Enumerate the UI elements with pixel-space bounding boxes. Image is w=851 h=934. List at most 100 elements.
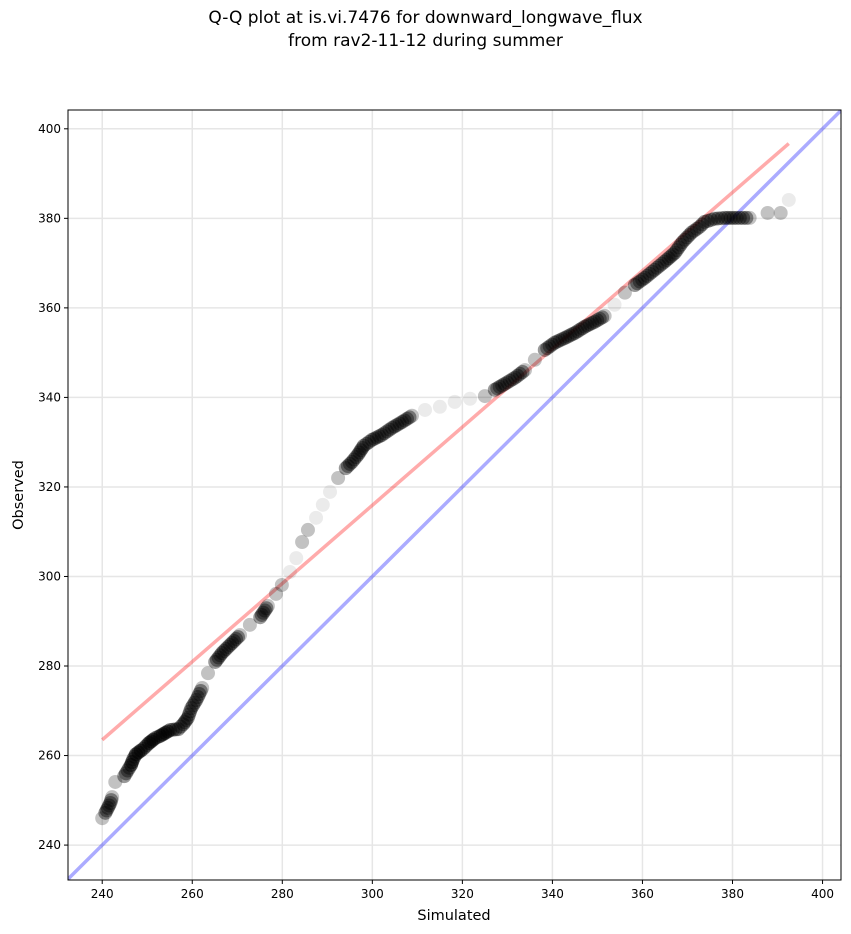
data-point [695, 217, 710, 232]
data-point [257, 603, 272, 618]
data-point [181, 707, 196, 722]
data-point [189, 693, 204, 708]
data-point [570, 324, 585, 339]
y-tick-label: 360 [38, 301, 61, 315]
data-point [390, 417, 405, 432]
data-point [103, 796, 118, 810]
data-point [163, 723, 178, 738]
data-point [582, 317, 597, 332]
data-point [418, 402, 433, 417]
x-tick-label: 260 [181, 887, 204, 901]
data-point [348, 450, 363, 465]
data-point [760, 205, 775, 220]
data-point [98, 805, 113, 820]
data-point [497, 376, 512, 391]
data-point [195, 680, 210, 695]
data-point [505, 372, 520, 387]
y-axis-label: Observed [11, 460, 27, 530]
data-point [565, 327, 580, 342]
data-point [95, 811, 110, 826]
data-point [487, 382, 502, 397]
y-tick-label: 300 [38, 569, 61, 583]
data-point [173, 719, 188, 734]
data-point [177, 715, 192, 730]
data-point [642, 266, 657, 281]
data-point [225, 636, 240, 651]
data-point [404, 408, 419, 423]
data-point [355, 440, 370, 455]
data-point [232, 628, 247, 643]
data-point [617, 285, 632, 300]
data-point [100, 800, 115, 815]
data-point [773, 205, 788, 220]
data-point [550, 334, 565, 349]
data-point [227, 634, 242, 649]
data-point [692, 219, 707, 234]
data-point [209, 652, 224, 667]
data-point [300, 522, 315, 537]
data-point [680, 230, 695, 245]
data-point [720, 210, 735, 225]
data-point [295, 535, 310, 550]
data-point [490, 381, 505, 396]
data-point [397, 413, 412, 428]
data-point [221, 639, 236, 654]
data-point [665, 247, 680, 262]
data-point [256, 605, 271, 620]
data-point [342, 456, 357, 471]
y-tick-label: 320 [38, 480, 61, 494]
data-point [379, 424, 394, 439]
data-point [697, 214, 712, 229]
data-point [572, 322, 587, 337]
data-point [183, 704, 198, 719]
data-point [645, 264, 660, 279]
data-point [362, 434, 377, 449]
data-point [732, 210, 747, 225]
data-point [208, 654, 223, 669]
chart-title-line1: Q-Q plot at is.vi.7476 for downward_long… [208, 8, 643, 28]
data-point [168, 722, 183, 737]
data-point [655, 256, 670, 271]
data-point [477, 389, 492, 404]
data-point [558, 330, 573, 345]
data-point [345, 454, 360, 469]
data-point [684, 225, 699, 240]
data-point [513, 366, 528, 381]
x-tick-label: 280 [271, 887, 294, 901]
data-point [395, 415, 410, 430]
data-point [102, 798, 117, 813]
data-point [282, 565, 297, 579]
data-point [352, 445, 367, 460]
data-point [667, 245, 682, 260]
data-point [689, 221, 704, 236]
data-point [682, 228, 697, 243]
data-point [253, 610, 268, 625]
data-point [707, 211, 722, 226]
data-point [105, 790, 120, 805]
data-point [340, 459, 355, 474]
data-point [595, 310, 610, 325]
data-point [219, 642, 234, 656]
data-point [607, 297, 622, 312]
data-point [640, 268, 655, 283]
data-point [369, 430, 384, 445]
data-point [675, 235, 690, 250]
data-point [400, 411, 415, 426]
data-point [515, 365, 530, 380]
data-point [704, 212, 719, 227]
data-point [510, 368, 525, 383]
data-point [729, 210, 744, 225]
data-point [192, 686, 207, 701]
x-tick-label: 320 [451, 887, 474, 901]
data-point [590, 313, 605, 328]
data-point [260, 599, 275, 614]
data-point [353, 443, 368, 458]
data-point [180, 710, 195, 725]
data-point [323, 484, 338, 499]
x-tick-label: 380 [721, 887, 744, 901]
data-point [500, 375, 515, 390]
data-point [560, 329, 575, 344]
fit-line [101, 142, 790, 742]
data-point [575, 321, 590, 336]
data-point [242, 617, 257, 632]
